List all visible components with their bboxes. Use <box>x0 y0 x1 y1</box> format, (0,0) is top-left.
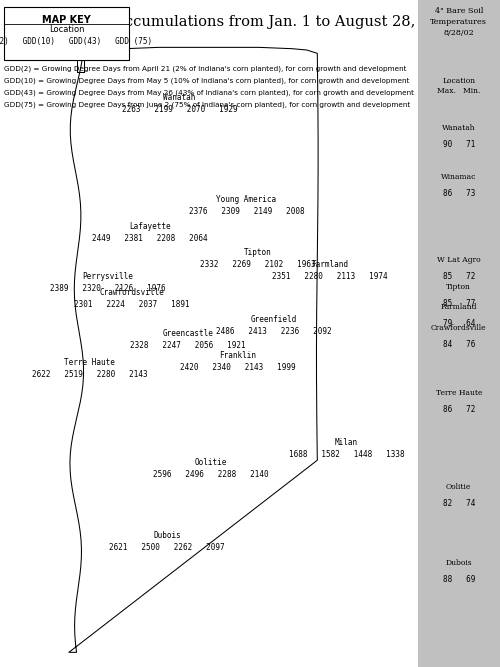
Text: 2376   2309   2149   2008: 2376 2309 2149 2008 <box>188 207 304 216</box>
Text: Tipton: Tipton <box>244 249 272 257</box>
Text: 2621   2500   2262   2097: 2621 2500 2262 2097 <box>109 544 225 552</box>
Text: 2301   2224   2037   1891: 2301 2224 2037 1891 <box>74 301 190 309</box>
Text: 2420   2340   2143   1999: 2420 2340 2143 1999 <box>180 364 296 372</box>
Text: 2351   2280   2113   1974: 2351 2280 2113 1974 <box>272 272 388 281</box>
Text: 84   76: 84 76 <box>442 340 475 349</box>
Text: W Lat Agro: W Lat Agro <box>437 256 480 264</box>
Text: 2622   2519   2280   2143: 2622 2519 2280 2143 <box>32 370 148 379</box>
Text: 4" Bare Soil
Temperatures
8/28/02: 4" Bare Soil Temperatures 8/28/02 <box>430 7 487 37</box>
Text: Franklin: Franklin <box>220 352 256 360</box>
Text: GDD(75) = Growing Degree Days from June 2 (75% of Indiana's corn planted), for c: GDD(75) = Growing Degree Days from June … <box>4 101 410 108</box>
Text: 2332   2269   2102   1963: 2332 2269 2102 1963 <box>200 261 316 269</box>
Text: 85   77: 85 77 <box>442 299 475 307</box>
Text: 86   72: 86 72 <box>442 405 475 414</box>
Text: 2486   2413   2236   2092: 2486 2413 2236 2092 <box>216 327 332 336</box>
Text: Wanatah: Wanatah <box>442 124 476 132</box>
Text: 90   71: 90 71 <box>442 140 475 149</box>
Text: Farmland: Farmland <box>312 260 348 269</box>
Text: Location: Location <box>49 25 84 33</box>
Text: 79   64: 79 64 <box>442 319 475 327</box>
Text: 82   74: 82 74 <box>442 499 475 508</box>
Text: Terre Haute: Terre Haute <box>64 358 115 367</box>
Text: 2263   2199   2070   1929: 2263 2199 2070 1929 <box>122 105 238 114</box>
Text: 2328   2247   2056   1921: 2328 2247 2056 1921 <box>130 341 246 350</box>
Bar <box>4 7 130 60</box>
Text: Location
Max.   Min.: Location Max. Min. <box>437 77 480 95</box>
Text: Young America: Young America <box>216 195 276 204</box>
Text: Lafayette: Lafayette <box>130 222 171 231</box>
Text: 2449   2381   2208   2064: 2449 2381 2208 2064 <box>92 234 208 243</box>
Text: Dubois: Dubois <box>446 559 472 567</box>
Text: Oolitie: Oolitie <box>446 483 471 491</box>
Text: GDD(2) = Growing Degree Days from April 21 (2% of Indiana's corn planted), for c: GDD(2) = Growing Degree Days from April … <box>4 65 406 72</box>
Text: Tipton: Tipton <box>446 283 471 291</box>
Text: Temperature Accumulations from Jan. 1 to August 28, 2002: Temperature Accumulations from Jan. 1 to… <box>14 15 458 29</box>
Text: 86   73: 86 73 <box>442 189 475 197</box>
Text: Milan: Milan <box>335 438 358 447</box>
Text: 85   72: 85 72 <box>442 272 475 281</box>
Text: 2389   2320   2126   1976: 2389 2320 2126 1976 <box>50 284 166 293</box>
Text: Wanatah: Wanatah <box>164 93 196 102</box>
Text: Perrysville: Perrysville <box>82 272 133 281</box>
Text: GDD(43) = Growing Degree Days from May 26 (43% of Indiana's corn planted), for c: GDD(43) = Growing Degree Days from May 2… <box>4 89 414 96</box>
Text: Oolitie: Oolitie <box>194 458 227 467</box>
Text: GDD(2)   GDD(10)   GDD(43)   GDD (75): GDD(2) GDD(10) GDD(43) GDD (75) <box>0 37 152 46</box>
Text: 2596   2496   2288   2140: 2596 2496 2288 2140 <box>153 470 268 479</box>
Text: Farmland: Farmland <box>440 303 477 311</box>
Text: Greenfield: Greenfield <box>250 315 296 324</box>
Text: Crawfordsville: Crawfordsville <box>99 289 164 297</box>
Text: Greencastle: Greencastle <box>162 329 214 338</box>
Text: Winamac: Winamac <box>441 173 476 181</box>
Text: Crawfordsville: Crawfordsville <box>431 324 486 332</box>
Text: Dubois: Dubois <box>153 532 181 540</box>
Text: 88   69: 88 69 <box>442 575 475 584</box>
Text: MAP KEY: MAP KEY <box>42 15 91 25</box>
Text: 1688   1582   1448   1338: 1688 1582 1448 1338 <box>288 450 405 459</box>
Text: GDD(10) = Growing Degree Days from May 5 (10% of Indiana's corn planted), for co: GDD(10) = Growing Degree Days from May 5… <box>4 77 410 84</box>
Text: Terre Haute: Terre Haute <box>436 389 482 397</box>
